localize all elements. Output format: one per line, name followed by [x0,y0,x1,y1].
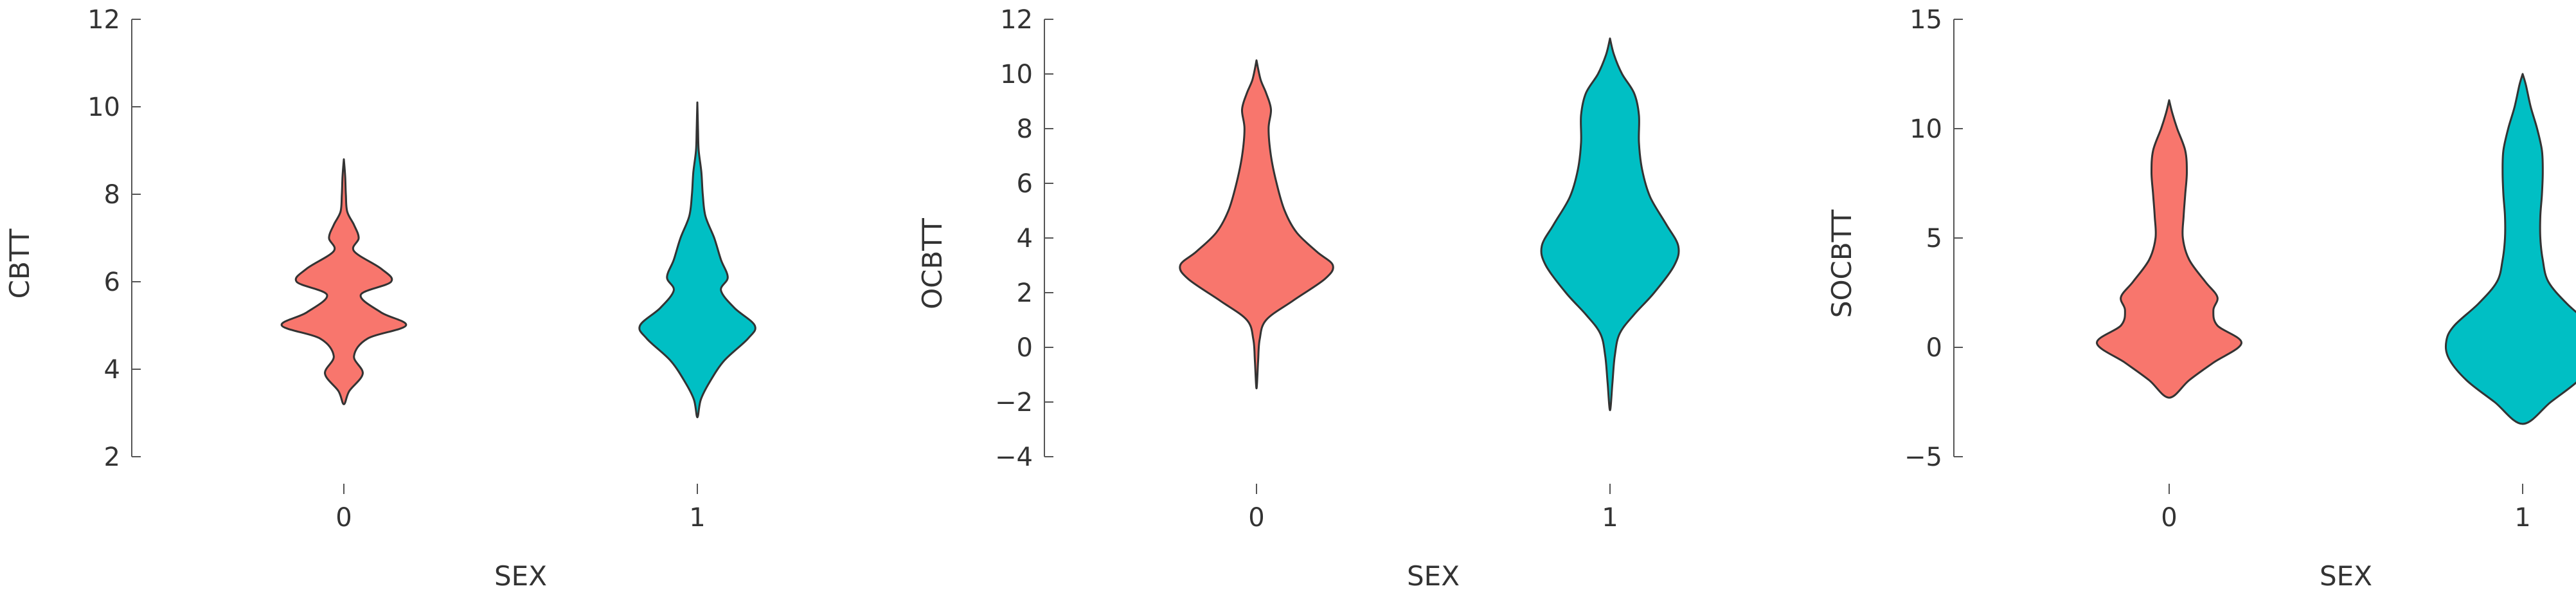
violin-sex-1 [638,101,756,419]
y-tick-label: −4 [995,443,1033,472]
y-tick-label: 8 [1017,114,1033,144]
y-tick-label: 2 [1017,279,1033,308]
y-tick-label: 4 [1017,224,1033,253]
y-tick-label: 4 [104,355,120,385]
x-tick-label: 1 [2514,503,2530,533]
violin-sex-0 [2096,99,2242,399]
y-tick-label: 5 [1926,224,1942,253]
y-tick-label: 12 [87,5,120,35]
y-axis-title: CBTT [4,228,35,298]
violin-panel-ocbtt: −4 −2 0 2 4 6 8 10 12 0 1 SEX OCBTT [917,5,1680,592]
y-tick-label: 10 [87,93,120,122]
y-tick-label: 8 [104,180,120,210]
y-tick-label: −5 [1904,443,1942,472]
x-axis-title: SEX [494,560,547,592]
y-axis-title: OCBTT [917,218,948,309]
y-tick-label: 2 [104,443,120,472]
x-axis-title: SEX [1407,560,1460,592]
y-axis-title: SOCBTT [1826,209,1857,318]
y-tick-label: 10 [1000,60,1033,89]
y-tick-label: −2 [995,388,1033,417]
y-tick-label: 6 [104,268,120,297]
x-tick-label: 0 [1248,503,1264,533]
y-tick-label: 12 [1000,5,1033,35]
x-tick-label: 0 [2161,503,2177,533]
y-tick-label: 0 [1926,333,1942,363]
y-tick-label: 0 [1017,333,1033,363]
violin-sex-1 [1540,37,1680,412]
x-tick-label: 1 [689,503,705,533]
violin-panel-socbtt: −5 0 5 10 15 0 1 SEX SOCBTT [1826,5,2576,592]
violin-sex-0 [280,158,407,405]
y-tick-label: 10 [1910,114,1942,144]
x-tick-label: 0 [335,503,352,533]
x-tick-label: 1 [1602,503,1618,533]
violin-sex-1 [2444,73,2576,425]
y-tick-label: 15 [1910,5,1942,35]
violin-panel-cbtt: 2 4 6 8 10 12 0 1 SEX CBTT [4,5,756,592]
violin-sex-0 [1179,59,1334,390]
x-axis-title: SEX [2320,560,2372,592]
y-tick-label: 6 [1017,169,1033,199]
